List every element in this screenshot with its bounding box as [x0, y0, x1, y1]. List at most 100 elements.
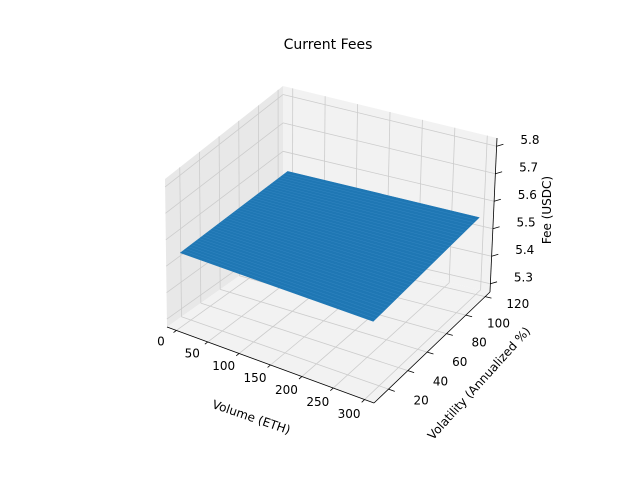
surface-mesh-line	[209, 230, 403, 293]
surface-mesh-line	[183, 250, 376, 319]
surface-mesh-line	[188, 246, 382, 314]
surface-mesh-line	[263, 189, 456, 242]
x-tick-label: 50	[185, 347, 200, 361]
surface-mesh-line	[282, 175, 474, 223]
surface-mesh-line	[215, 226, 408, 288]
surface-mesh-line	[242, 205, 435, 262]
surface-mesh-line	[244, 203, 437, 260]
z-tick-label: 5.3	[514, 271, 533, 285]
z-grid-line-left	[165, 122, 284, 214]
z-tick-mark	[490, 281, 498, 285]
surface-mesh-line	[217, 224, 411, 286]
x-tick-label: 150	[244, 371, 267, 385]
surface-mesh-line	[236, 209, 429, 268]
surface-mesh-line	[234, 211, 427, 270]
x-tick-label: 250	[306, 395, 329, 409]
x-axis-label: Volume (ETH)	[210, 397, 292, 437]
surface-mesh-line	[225, 217, 419, 278]
z-tick-mark	[496, 143, 504, 147]
surface-mesh-line	[239, 207, 432, 265]
z-tick-mark	[492, 226, 500, 230]
surface-mesh-line	[185, 248, 379, 317]
x-tick-mark	[204, 341, 209, 345]
surface-mesh-line	[266, 187, 458, 239]
z-tick-label: 5.6	[518, 188, 537, 202]
surface-mesh-line	[247, 201, 440, 257]
surface-mesh-line	[223, 220, 416, 281]
z-grid-line-left	[165, 150, 284, 241]
surface-mesh-line	[199, 238, 392, 304]
y-tick-label: 100	[487, 317, 510, 331]
x-tick-mark	[361, 399, 365, 403]
surface-mesh-line	[258, 193, 451, 247]
surface-mesh-line	[212, 228, 406, 291]
y-tick-mark	[465, 314, 473, 318]
y-grid-line-left	[199, 151, 202, 304]
surface-mesh-line	[260, 191, 453, 244]
z-tick-label: 5.4	[515, 243, 534, 257]
y-grid-line-left	[179, 167, 182, 317]
tick-marks: 050100150200250300204060801001205.35.45.…	[157, 133, 539, 421]
y-grid-line-floor	[200, 302, 408, 372]
surface-mesh-line	[255, 195, 448, 249]
x-grid-line-back	[480, 135, 488, 290]
left-pane	[165, 86, 283, 327]
y-axis-line	[373, 291, 491, 404]
surface-mesh-line	[204, 234, 398, 299]
y-tick-label: 20	[413, 394, 428, 408]
surface-mesh-line	[284, 173, 477, 221]
z-tick-mark	[491, 253, 499, 257]
z-tick-mark	[495, 171, 503, 175]
surface-mesh-line	[207, 232, 400, 296]
x-grid-line-back	[448, 127, 456, 283]
chart-title: Current Fees	[284, 37, 373, 53]
y-grid-line-floor	[220, 289, 428, 353]
y-tick-label: 40	[433, 374, 448, 388]
z-axis-line	[489, 137, 498, 293]
z-grid-line-back	[282, 150, 495, 202]
z-axis-label: Fee (USDC)	[540, 176, 554, 244]
y-tick-label: 60	[452, 355, 467, 369]
y-tick-mark	[388, 388, 395, 392]
x-tick-mark	[267, 364, 271, 368]
z-tick-label: 5.7	[519, 160, 538, 174]
x-tick-mark	[173, 330, 177, 333]
z-tick-label: 5.8	[520, 133, 539, 147]
surface-mesh-line	[276, 179, 469, 229]
surface-plot	[179, 171, 480, 322]
z-grid-line-left	[164, 94, 284, 188]
surface-mesh-line	[193, 242, 387, 309]
surface-mesh-line	[231, 213, 424, 273]
surface-mesh-line	[271, 183, 464, 234]
z-tick-mark	[494, 198, 501, 202]
x-grid-line-floor	[332, 282, 450, 389]
x-grid-line-floor	[364, 289, 481, 400]
y-grid-line-floor	[181, 316, 389, 390]
x-tick-label: 100	[212, 359, 235, 373]
surface-mesh-line	[252, 197, 445, 252]
surface-mesh-line	[201, 236, 395, 301]
z-tick-label: 5.5	[517, 215, 536, 229]
y-tick-label: 80	[471, 336, 486, 350]
x-tick-label: 300	[338, 407, 361, 421]
y-tick-mark	[427, 351, 434, 355]
y-tick-mark	[407, 370, 415, 374]
x-tick-mark	[298, 376, 303, 380]
surface-mesh-line	[220, 222, 413, 283]
surface-mesh-line	[279, 177, 472, 226]
z-grid-line-back	[282, 122, 496, 175]
y-tick-mark	[485, 296, 492, 299]
surface-mesh-line	[268, 185, 461, 236]
x-tick-label: 0	[157, 335, 165, 349]
surface-mesh-line	[191, 244, 384, 312]
surface-mesh-line	[250, 199, 443, 255]
x-tick-label: 200	[275, 383, 298, 397]
y-tick-mark	[446, 333, 453, 336]
surface-mesh-line	[274, 181, 466, 231]
surface-mesh-line	[196, 240, 390, 306]
z-grid-line-back	[282, 94, 497, 147]
x-tick-mark	[235, 353, 240, 357]
x-tick-mark	[330, 387, 334, 391]
surface-mesh-line	[228, 215, 421, 275]
